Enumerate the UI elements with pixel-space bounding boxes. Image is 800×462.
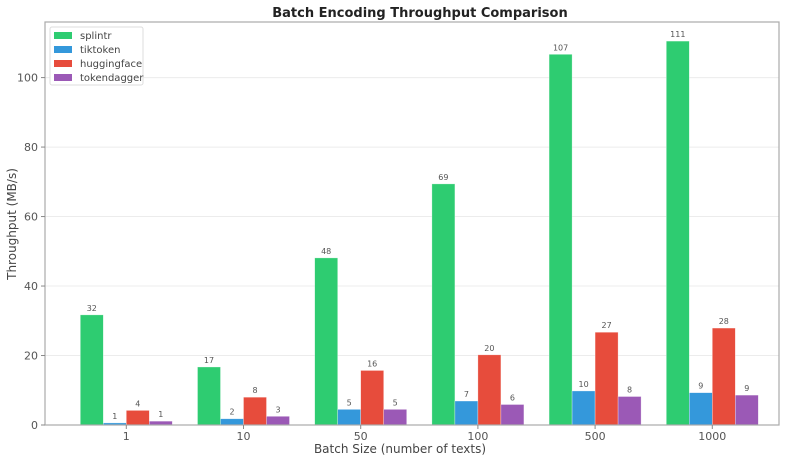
bar-splintr bbox=[197, 366, 221, 426]
legend-label-tokendagger: tokendagger bbox=[80, 73, 144, 84]
bar-tiktoken bbox=[571, 390, 596, 426]
bar-splintr bbox=[314, 257, 339, 426]
x-axis-ticks: 1 10 50 100 500 1000 bbox=[123, 425, 726, 443]
legend: splintr tiktoken huggingface tokendagger bbox=[49, 26, 144, 86]
bar-value-label: 7 bbox=[464, 390, 469, 399]
legend-swatch-tiktoken bbox=[54, 46, 72, 53]
bar-value-label: 48 bbox=[321, 247, 331, 256]
bar-value-label: 107 bbox=[553, 43, 568, 52]
y-tick-label: 20 bbox=[24, 350, 38, 363]
bar-value-label: 4 bbox=[135, 399, 140, 408]
bar-value-label: 28 bbox=[719, 317, 729, 326]
bars bbox=[80, 40, 759, 426]
bar-splintr bbox=[665, 40, 690, 426]
x-tick-label: 50 bbox=[354, 430, 368, 443]
plot-frame bbox=[44, 21, 780, 426]
bar-tiktoken bbox=[337, 409, 362, 426]
bar-tiktoken bbox=[688, 392, 713, 426]
x-tick-label: 1 bbox=[123, 430, 130, 443]
bar-value-label: 111 bbox=[670, 30, 685, 39]
bar-splintr bbox=[431, 183, 456, 426]
bar-value-label: 8 bbox=[252, 386, 257, 395]
bar-splintr bbox=[548, 54, 573, 426]
y-tick-label: 60 bbox=[24, 211, 38, 224]
bar-tiktoken bbox=[220, 418, 244, 426]
bar-tokendagger bbox=[734, 394, 759, 426]
bar-huggingface bbox=[126, 410, 150, 426]
bar-huggingface bbox=[360, 370, 385, 426]
bar-tokendagger bbox=[617, 396, 642, 426]
bar-value-label: 17 bbox=[204, 356, 214, 365]
bar-value-label: 1 bbox=[158, 410, 163, 419]
x-tick-label: 10 bbox=[237, 430, 251, 443]
bar-value-label: 20 bbox=[484, 344, 494, 353]
legend-swatch-tokendagger bbox=[54, 74, 72, 81]
y-tick-label: 100 bbox=[17, 72, 38, 85]
bar-value-label: 1 bbox=[112, 412, 117, 421]
bar-value-label: 9 bbox=[698, 382, 703, 391]
y-tick-label: 0 bbox=[31, 419, 38, 432]
bar-value-label: 32 bbox=[87, 304, 97, 313]
bar-huggingface bbox=[711, 327, 736, 426]
bar-value-label: 3 bbox=[275, 405, 280, 414]
chart-title: Batch Encoding Throughput Comparison bbox=[272, 6, 567, 21]
bar-value-label: 9 bbox=[744, 384, 749, 393]
bar-value-label: 8 bbox=[627, 386, 632, 395]
bar-value-label: 16 bbox=[367, 359, 377, 368]
legend-swatch-splintr bbox=[54, 32, 72, 39]
legend-box bbox=[49, 26, 144, 86]
bar-value-label: 6 bbox=[510, 394, 515, 403]
bar-huggingface bbox=[243, 396, 267, 426]
y-axis-label: Throughput (MB/s) bbox=[5, 168, 19, 281]
bar-tokendagger bbox=[500, 404, 525, 426]
bar-value-label: 10 bbox=[579, 380, 589, 389]
gridlines bbox=[45, 77, 779, 357]
x-tick-label: 500 bbox=[585, 430, 606, 443]
x-tick-label: 1000 bbox=[698, 430, 726, 443]
bar-splintr bbox=[80, 314, 104, 426]
x-tick-label: 100 bbox=[467, 430, 488, 443]
y-axis-ticks: 0 20 40 60 80 100 bbox=[17, 72, 45, 432]
bar-huggingface bbox=[594, 331, 619, 426]
bar-huggingface bbox=[477, 354, 502, 426]
legend-label-huggingface: huggingface bbox=[80, 59, 142, 70]
legend-swatch-huggingface bbox=[54, 60, 72, 67]
bar-tiktoken bbox=[454, 400, 479, 426]
legend-label-splintr: splintr bbox=[80, 31, 112, 42]
y-tick-label: 80 bbox=[24, 141, 38, 154]
x-axis-label: Batch Size (number of texts) bbox=[314, 442, 486, 456]
bar-value-label: 5 bbox=[393, 398, 398, 407]
bar-tokendagger bbox=[266, 416, 290, 426]
bar-value-label: 2 bbox=[229, 408, 234, 417]
bar-value-label: 27 bbox=[602, 321, 612, 330]
bar-value-label: 5 bbox=[347, 398, 352, 407]
bar-value-label: 69 bbox=[438, 173, 448, 182]
y-tick-label: 40 bbox=[24, 280, 38, 293]
bar-tokendagger bbox=[383, 409, 408, 426]
legend-label-tiktoken: tiktoken bbox=[80, 45, 120, 56]
